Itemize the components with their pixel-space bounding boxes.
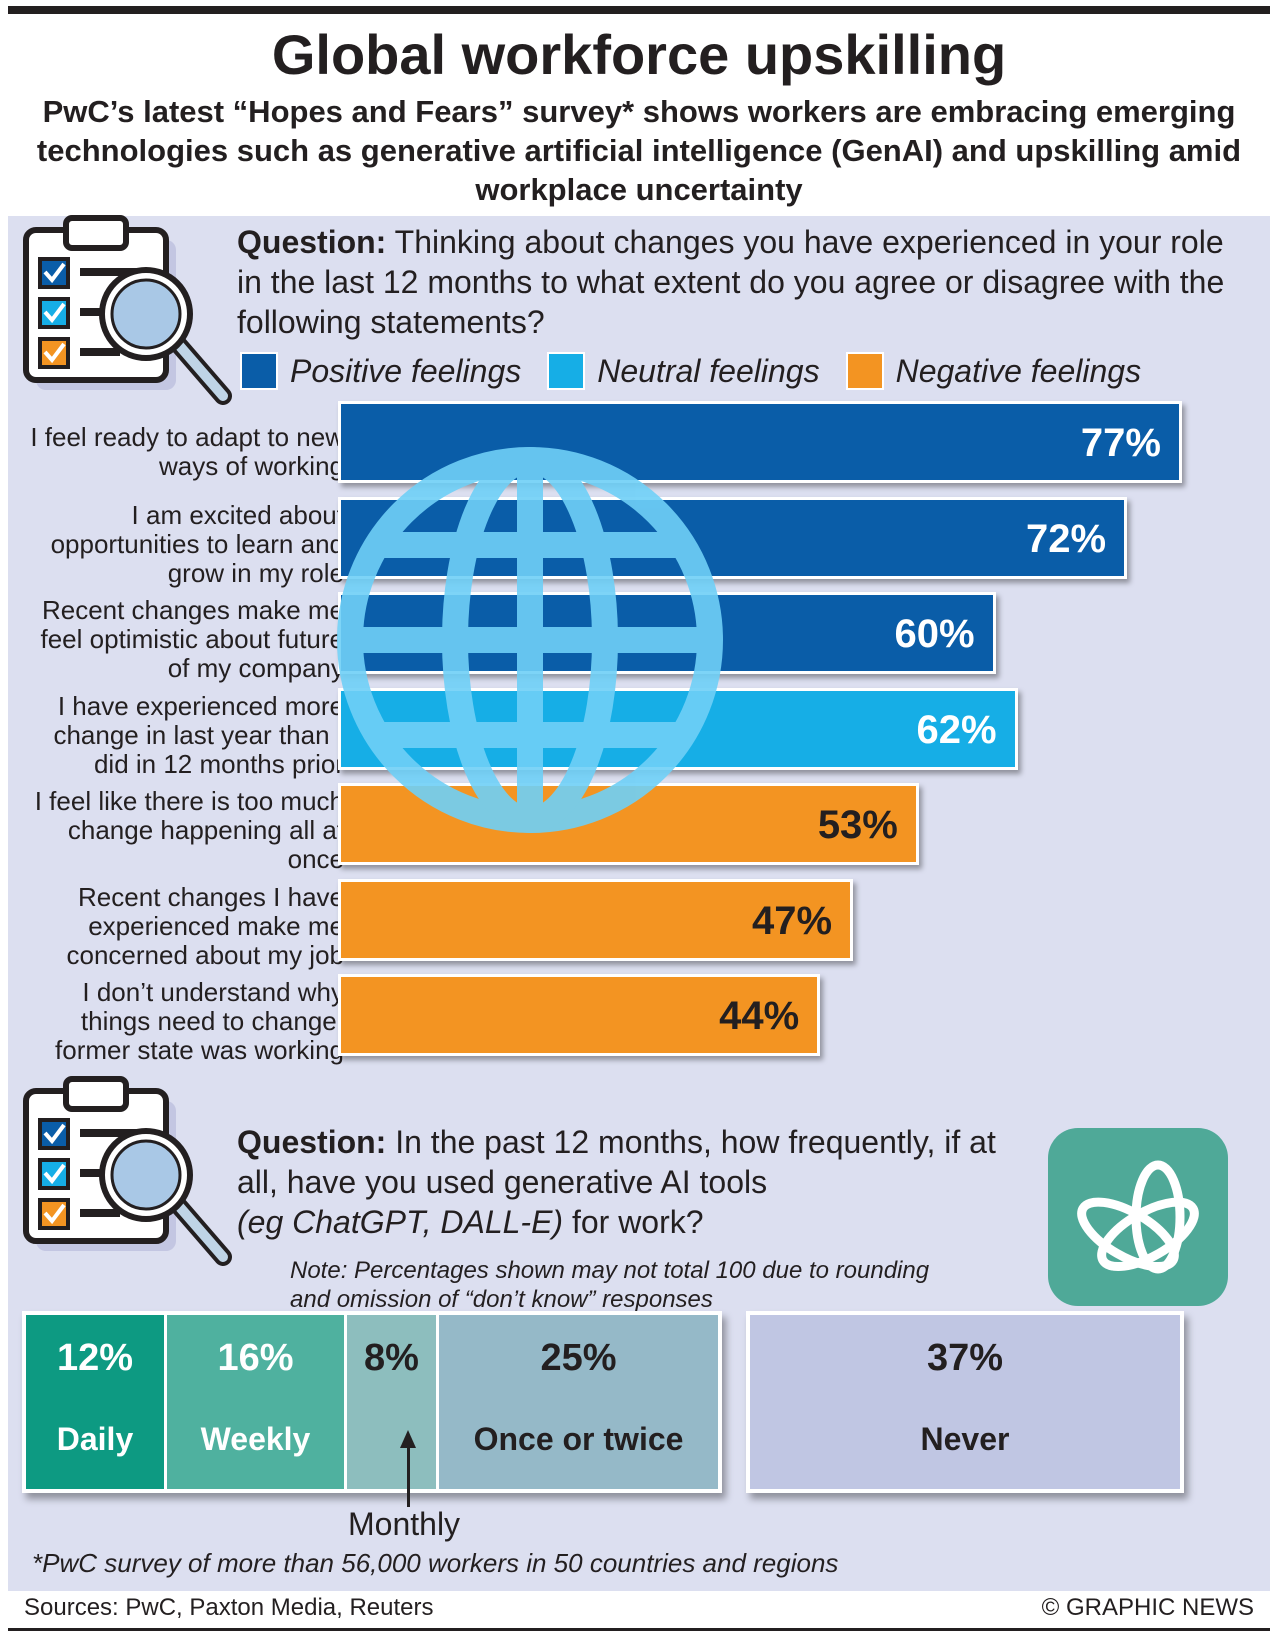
segment-value: 8%: [364, 1337, 419, 1379]
segment-weekly: 16% Weekly: [167, 1315, 347, 1489]
bar-category-label: I feel like there is too much change hap…: [34, 786, 344, 874]
clipboard-magnifier-icon: [23, 215, 232, 405]
bar-value-label: 47%: [752, 898, 833, 943]
chatgpt-logo-icon: [1048, 1128, 1228, 1306]
arrow-up-icon: [400, 1430, 416, 1448]
bar-category-label: I don’t understand why things need to ch…: [55, 977, 344, 1065]
clipboard-magnifier-icon: [23, 1076, 232, 1266]
legend-neutral: Neutral feelings: [547, 352, 820, 390]
bar-category-label: I have experienced more change in last y…: [53, 690, 344, 779]
bar-positive: 60%: [338, 592, 996, 674]
bar-category-label: I feel ready to adapt to new ways of wor…: [30, 422, 344, 481]
sources: Sources: PwC, Paxton Media, Reuters: [24, 1594, 434, 1621]
page-title: Global workforce upskilling: [271, 23, 1007, 86]
segment-monthly: 8%: [347, 1315, 439, 1489]
footnote: *PwC survey of more than 56,000 workers …: [32, 1548, 839, 1578]
bar-value-label: 53%: [817, 803, 898, 847]
bar-value-label: 44%: [719, 994, 800, 1038]
segment-daily: 12% Daily: [26, 1315, 167, 1489]
bar-positive: 72%: [338, 496, 1128, 579]
never-group: 37% Never: [746, 1311, 1184, 1493]
segment-value: 12%: [56, 1337, 134, 1379]
segment-label: Once or twice: [473, 1421, 684, 1457]
bar-value-label: 60%: [894, 612, 975, 656]
segment-once: 25% Once or twice: [439, 1315, 718, 1489]
segment-value: 37%: [926, 1337, 1004, 1379]
bar-positive: 77%: [338, 401, 1182, 483]
credit: © GRAPHIC NEWS: [1041, 1594, 1254, 1621]
note: Note: Percentages shown may not total 10…: [290, 1257, 930, 1313]
legend: Positive feelings Neutral feelings Negat…: [240, 352, 1141, 390]
segment-never: 37% Never: [750, 1315, 1180, 1489]
legend-positive: Positive feelings: [240, 352, 521, 390]
question-2: Question: In the past 12 months, how fre…: [237, 1124, 996, 1240]
legend-negative: Negative feelings: [845, 352, 1141, 390]
monthly-pointer-line: [407, 1435, 410, 1507]
segment-label: Daily: [56, 1421, 134, 1457]
bar-negative: 47%: [338, 878, 854, 961]
bar-value-label: 77%: [1080, 421, 1161, 465]
top-rule: [8, 6, 1270, 14]
bar-category-label: I am excited about opportunities to lear…: [50, 499, 344, 588]
bar-negative: 44%: [338, 974, 821, 1056]
bar-negative: 53%: [338, 783, 919, 865]
question-1: Question: Thinking about changes you hav…: [237, 224, 1225, 340]
bottom-rule: [8, 1628, 1270, 1631]
bar-value-label: 62%: [916, 707, 997, 752]
segment-value: 16%: [217, 1337, 294, 1379]
segment-label: Weekly: [200, 1421, 311, 1457]
segment-value: 25%: [540, 1337, 617, 1379]
bar-category-label: Recent changes make me feel optimistic a…: [40, 595, 345, 683]
bar-value-label: 72%: [1026, 516, 1107, 561]
bar-category-label: Recent changes I have experienced make m…: [66, 881, 344, 970]
bar-neutral: 62%: [338, 687, 1018, 770]
segment-label: Never: [920, 1421, 1010, 1457]
monthly-label: Monthly: [348, 1506, 461, 1542]
subtitle: PwC’s latest “Hopes and Fears” survey* s…: [36, 94, 1242, 207]
used-genai-group: 12% Daily 16% Weekly 8% 25% Once or twice: [22, 1311, 722, 1493]
